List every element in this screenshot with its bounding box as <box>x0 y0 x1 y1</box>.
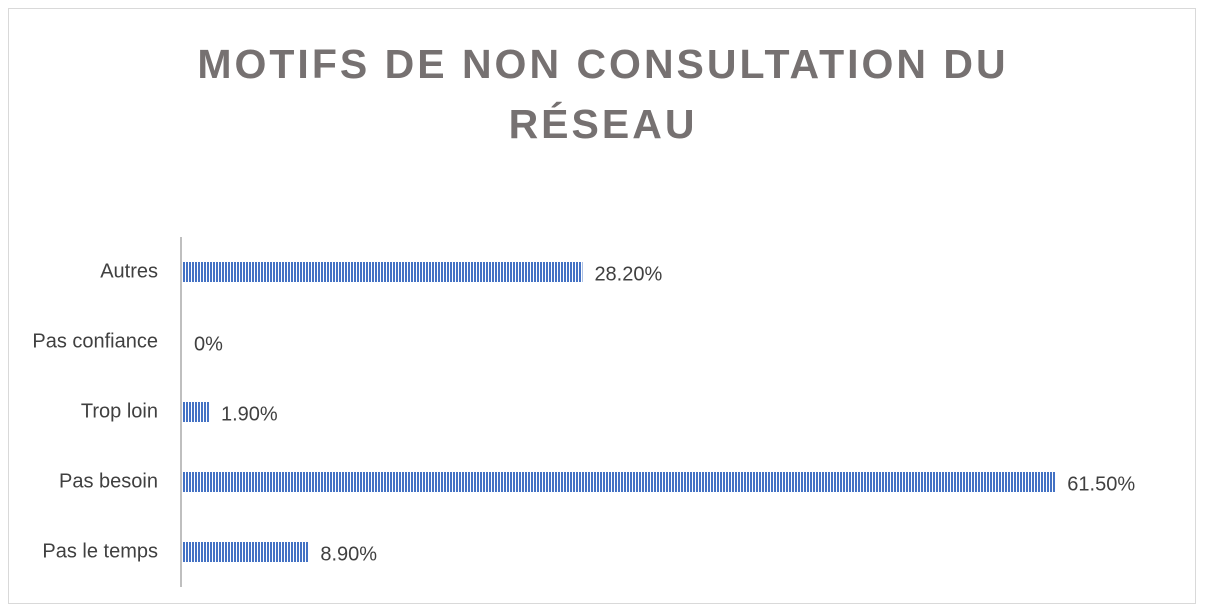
value-label: 0% <box>194 333 223 355</box>
value-label: 61.50% <box>1067 473 1135 495</box>
value-label: 8.90% <box>320 543 377 565</box>
value-label: 28.20% <box>594 263 662 285</box>
chart-title: MOTIFS DE NON CONSULTATION DU RÉSEAU <box>197 41 1009 147</box>
y-tick-label: Pas le temps <box>42 540 158 562</box>
bar <box>182 542 309 562</box>
bar <box>182 472 1056 492</box>
y-tick-label: Autres <box>100 260 158 282</box>
bar <box>182 262 583 282</box>
y-tick-label: Pas confiance <box>32 330 158 352</box>
chart-frame <box>8 8 1196 604</box>
value-label: 1.90% <box>221 403 278 425</box>
y-tick-label: Trop loin <box>81 400 158 422</box>
y-tick-label: Pas besoin <box>59 470 158 492</box>
bar <box>182 402 209 422</box>
